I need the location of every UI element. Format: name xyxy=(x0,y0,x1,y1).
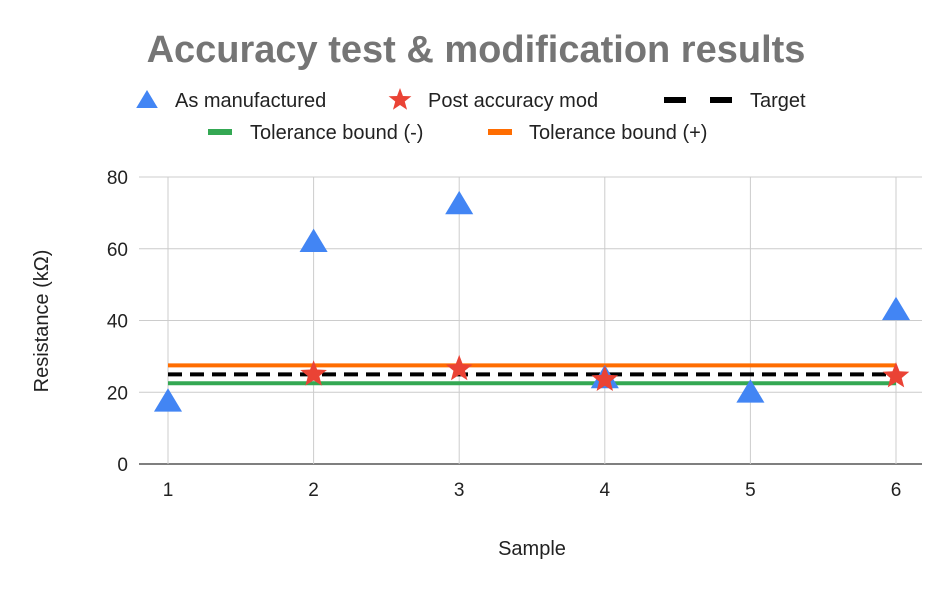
legend-triangle-icon xyxy=(136,90,158,108)
legend-dash-icon xyxy=(710,97,732,103)
legend-dash-icon xyxy=(664,97,686,103)
data-point-star xyxy=(591,365,619,392)
x-tick-label: 6 xyxy=(891,480,902,501)
legend-item-target[interactable]: Target xyxy=(664,90,806,112)
x-tick-label: 2 xyxy=(308,480,319,501)
x-tick-label: 3 xyxy=(454,480,465,501)
data-point-triangle xyxy=(153,388,183,412)
legend-star-icon xyxy=(388,88,412,110)
y-tick-label: 0 xyxy=(117,455,128,476)
legend: As manufactured Post accuracy mod Target… xyxy=(136,88,806,144)
data-point-triangle xyxy=(881,296,911,321)
legend-label: Target xyxy=(750,90,806,112)
y-tick-label: 40 xyxy=(107,312,128,333)
y-tick-label: 20 xyxy=(107,383,128,404)
chart-title: Accuracy test & modification results xyxy=(147,29,806,71)
data-point-star xyxy=(445,354,473,381)
legend-label: Tolerance bound (-) xyxy=(250,122,423,144)
legend-item-as-manufactured[interactable]: As manufactured xyxy=(136,90,326,112)
legend-line-icon xyxy=(488,129,512,135)
x-tick-label: 5 xyxy=(745,480,756,501)
y-tick-label: 60 xyxy=(107,240,128,261)
data-point-star xyxy=(300,360,327,386)
x-tick-label: 4 xyxy=(600,480,611,501)
data-point-triangle xyxy=(736,379,765,403)
grid xyxy=(139,176,922,465)
legend-label: Post accuracy mod xyxy=(428,90,598,112)
tick-labels: 0 20 40 60 80 1 2 3 4 5 6 xyxy=(107,168,901,501)
legend-label: Tolerance bound (+) xyxy=(529,122,707,144)
x-axis-title: Sample xyxy=(498,538,566,560)
legend-item-post-accuracy-mod[interactable]: Post accuracy mod xyxy=(388,88,598,112)
x-tick-label: 1 xyxy=(163,480,174,501)
y-axis-title: Resistance (kΩ) xyxy=(31,250,53,393)
data-point-star xyxy=(882,362,910,388)
legend-label: As manufactured xyxy=(175,90,326,112)
legend-item-tolerance-plus[interactable]: Tolerance bound (+) xyxy=(488,122,707,144)
legend-line-icon xyxy=(208,129,232,135)
data-point-triangle xyxy=(445,190,474,215)
y-tick-label: 80 xyxy=(107,168,128,189)
data-point-triangle xyxy=(299,228,328,252)
series-lines xyxy=(168,363,896,386)
series-markers xyxy=(153,190,911,412)
legend-item-tolerance-minus[interactable]: Tolerance bound (-) xyxy=(208,122,423,144)
